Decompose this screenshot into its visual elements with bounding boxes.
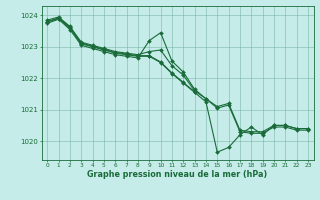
X-axis label: Graphe pression niveau de la mer (hPa): Graphe pression niveau de la mer (hPa) xyxy=(87,170,268,179)
